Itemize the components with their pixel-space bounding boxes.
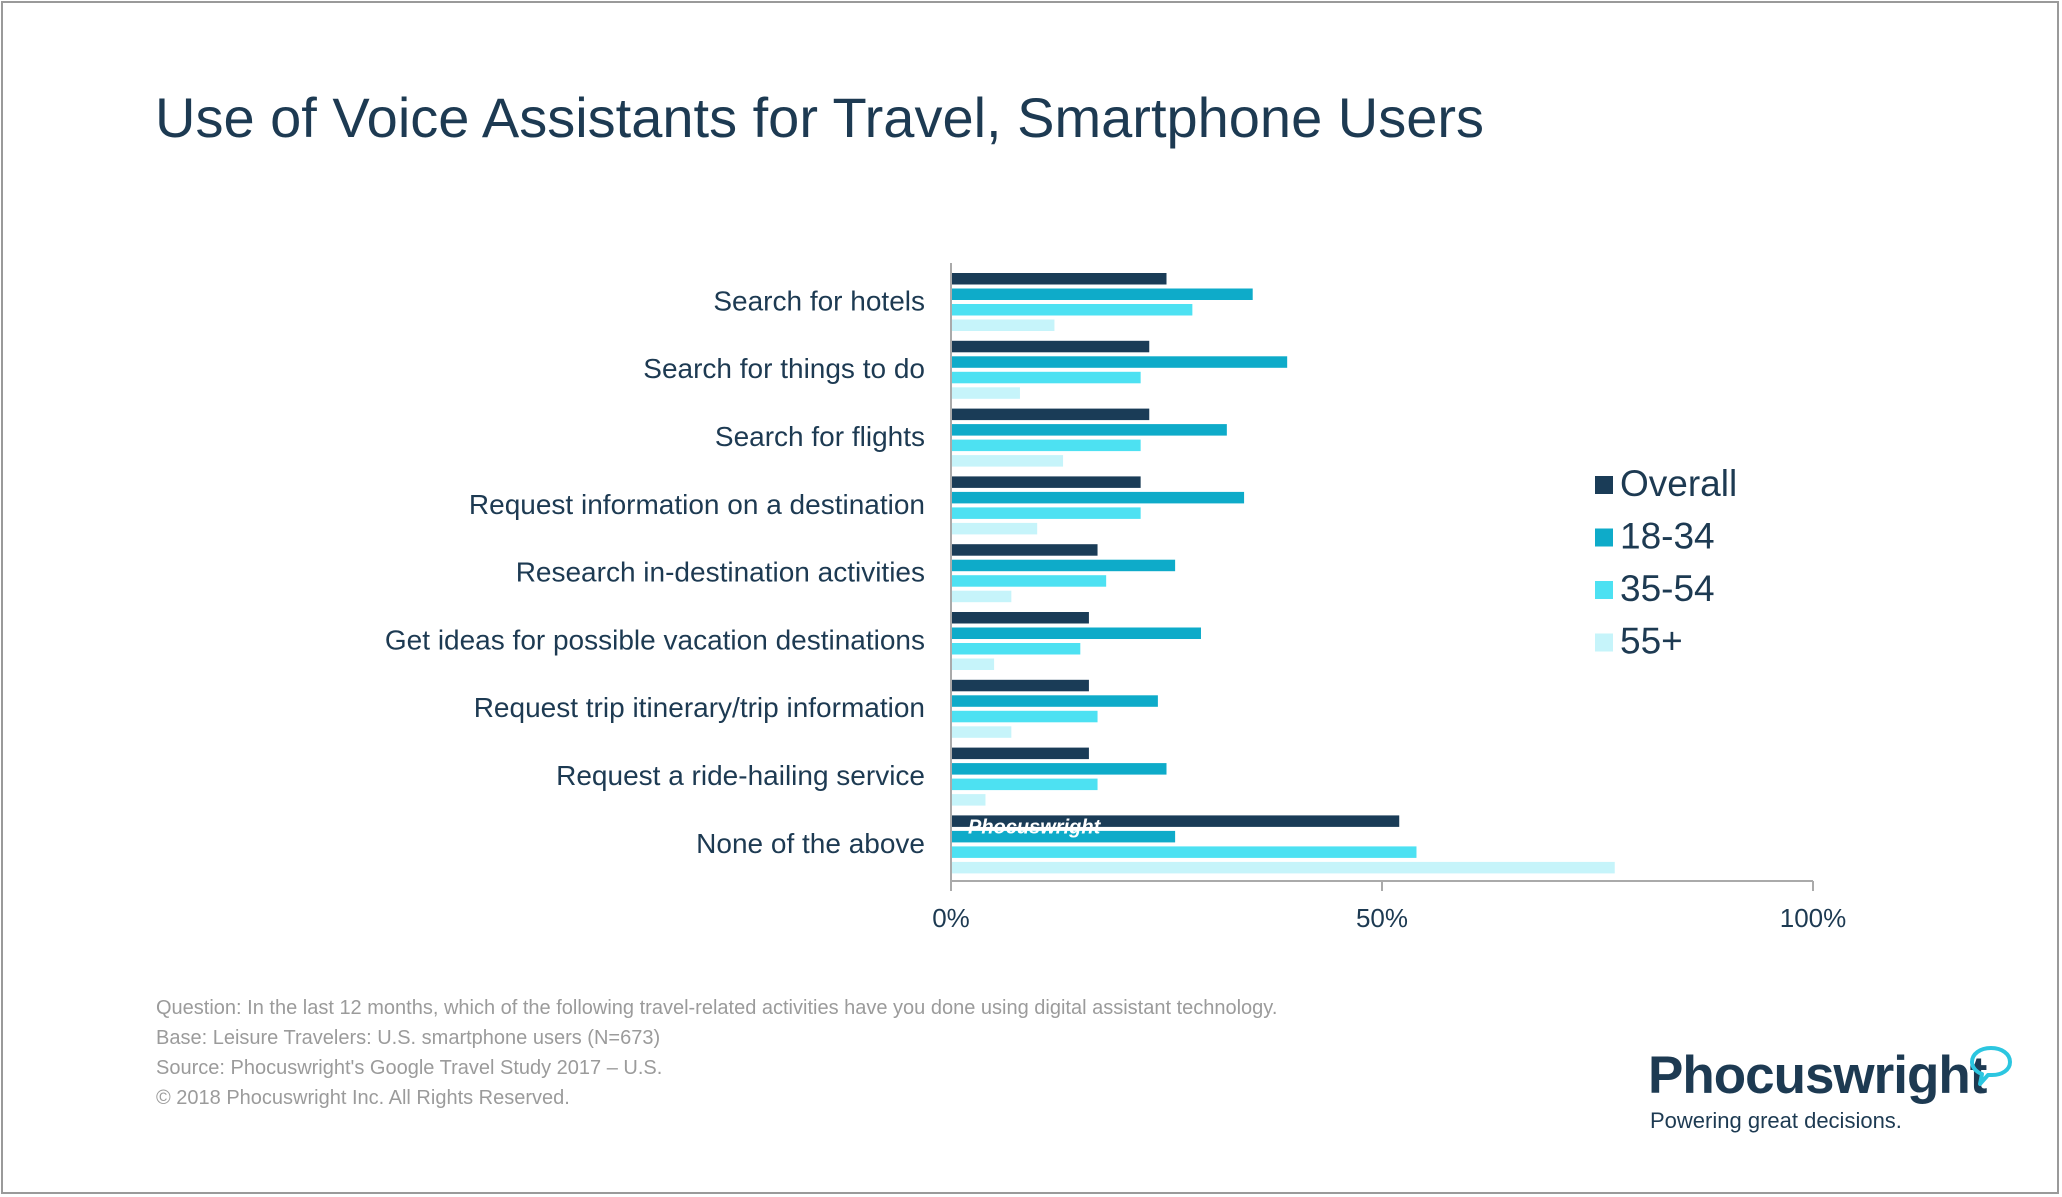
bar	[951, 371, 1141, 384]
category-label: Search for hotels	[713, 285, 925, 316]
bar	[951, 575, 1107, 587]
bar	[951, 590, 1012, 603]
bar	[951, 522, 1038, 535]
brand-name: Phocuswright	[1648, 1046, 1987, 1105]
x-tick-label: 0%	[932, 903, 970, 933]
bar	[951, 491, 1245, 504]
brand-tagline: Powering great decisions.	[1650, 1108, 1902, 1133]
bar	[951, 455, 1064, 467]
bar	[951, 830, 1176, 843]
legend-swatch	[1595, 528, 1613, 547]
note-source: Source: Phocuswright's Google Travel Stu…	[156, 1057, 663, 1079]
bar	[951, 559, 1176, 572]
bar	[951, 815, 1400, 827]
bar	[951, 476, 1141, 488]
category-label: Request a ride-hailing service	[556, 760, 925, 791]
note-question: Question: In the last 12 months, which o…	[156, 997, 1278, 1019]
category-label: Get ideas for possible vacation destinat…	[385, 624, 925, 655]
bar	[951, 794, 986, 806]
bar	[951, 273, 1167, 285]
bar	[951, 747, 1089, 760]
legend-label: 55+	[1620, 620, 1683, 661]
bar	[951, 695, 1158, 707]
x-tick-label: 50%	[1356, 903, 1408, 933]
bar	[951, 288, 1253, 300]
bar	[951, 408, 1150, 421]
bar	[951, 356, 1288, 368]
bar	[951, 544, 1098, 556]
chart-notes: Question: In the last 12 months, which o…	[156, 993, 1277, 1113]
watermark-text: Phocuswright	[968, 817, 1102, 839]
bar-chart: Search for hotels Search for things to do…	[385, 263, 1847, 933]
bar	[951, 710, 1098, 723]
bar	[951, 726, 1012, 738]
bar	[951, 846, 1417, 858]
brand-logo: Phocuswright Powering great decisions.	[1648, 1046, 2012, 1134]
bar	[951, 763, 1167, 775]
bar	[951, 439, 1141, 452]
bar	[951, 319, 1055, 331]
legend-label: Overall	[1620, 463, 1737, 504]
legend-swatch	[1595, 633, 1613, 652]
note-base: Base: Leisure Travelers: U.S. smartphone…	[156, 1027, 661, 1049]
bar	[951, 304, 1193, 316]
bar	[951, 778, 1098, 791]
bar	[951, 658, 995, 670]
category-label: None of the above	[696, 828, 925, 859]
category-label: Request trip itinerary/trip information	[474, 692, 925, 723]
bar	[951, 507, 1141, 519]
x-tick-label: 100%	[1780, 903, 1847, 933]
speech-bubble-icon	[1970, 1046, 2012, 1086]
bar	[951, 643, 1081, 655]
legend-label: 35-54	[1620, 568, 1715, 609]
bar	[951, 387, 1020, 399]
bar	[951, 627, 1201, 639]
legend-label: 18-34	[1620, 515, 1715, 556]
bar	[951, 612, 1089, 624]
chart-title: Use of Voice Assistants for Travel, Smar…	[155, 86, 1485, 149]
note-copyright: © 2018 Phocuswright Inc. All Rights Rese…	[156, 1087, 570, 1109]
legend-swatch	[1595, 476, 1613, 494]
bar	[951, 861, 1615, 874]
bar	[951, 679, 1089, 692]
category-label: Search for flights	[715, 421, 925, 452]
category-label: Research in-destination activities	[516, 557, 925, 588]
legend-swatch	[1595, 581, 1613, 599]
bar	[951, 340, 1150, 353]
category-label: Request information on a destination	[469, 489, 925, 520]
category-label: Search for things to do	[643, 353, 925, 384]
bar	[951, 424, 1227, 436]
